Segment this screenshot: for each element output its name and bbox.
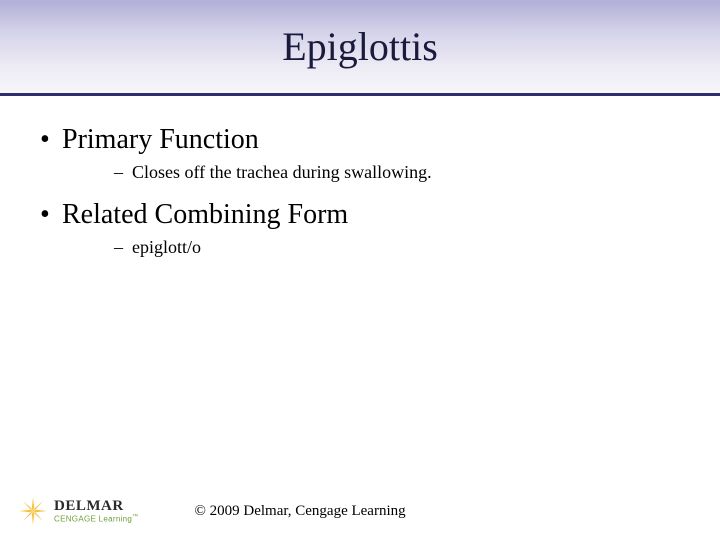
slide-body: •Primary Function –Closes off the trache… <box>0 96 720 258</box>
publisher-logo: DELMAR CENGAGE Learning™ <box>18 496 138 526</box>
subbullet-glyph: – <box>114 237 132 258</box>
bullet-level2: –epiglott/o <box>114 237 680 258</box>
subbullet-glyph: – <box>114 162 132 183</box>
copyright-text: © 2009 Delmar, Cengage Learning <box>194 503 405 520</box>
logo-brand-top: DELMAR <box>54 499 138 514</box>
subbullet-text: Closes off the trachea during swallowing… <box>132 162 432 182</box>
bullet-level2: –Closes off the trachea during swallowin… <box>114 162 680 183</box>
bullet-glyph: • <box>40 124 62 156</box>
subbullet-text: epiglott/o <box>132 237 201 257</box>
title-band: Epiglottis <box>0 0 720 96</box>
slide-title: Epiglottis <box>282 23 438 70</box>
starburst-icon <box>18 496 48 526</box>
bullet-glyph: • <box>40 199 62 231</box>
logo-brand-bottom: CENGAGE Learning™ <box>54 514 138 524</box>
bullet-text: Primary Function <box>62 124 259 155</box>
bullet-text: Related Combining Form <box>62 199 348 230</box>
publisher-logo-text: DELMAR CENGAGE Learning™ <box>54 499 138 524</box>
bullet-level1: •Related Combining Form <box>40 199 680 231</box>
bullet-level1: •Primary Function <box>40 124 680 156</box>
footer: DELMAR CENGAGE Learning™ © 2009 Delmar, … <box>0 496 720 526</box>
